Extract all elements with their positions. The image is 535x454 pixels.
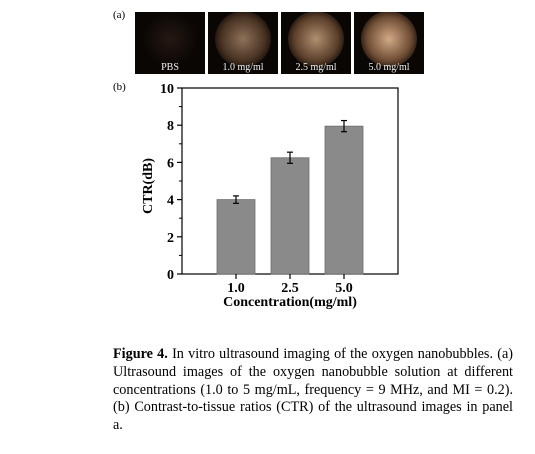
panel-a-label: (a) <box>113 9 126 21</box>
x-axis-title: Concentration(mg/ml) <box>223 295 357 310</box>
ultrasound-image-label: 1.0 mg/ml <box>222 62 264 73</box>
ultrasound-speckle <box>361 12 417 68</box>
caption-text: In vitro ultrasound imaging of the oxyge… <box>113 346 513 434</box>
y-tick-label: 8 <box>167 119 174 134</box>
panel-b-label: (b) <box>113 81 126 93</box>
y-tick-label: 0 <box>167 268 174 283</box>
ultrasound-speckle <box>288 12 344 68</box>
x-axis: 1.0 2.5 5.0 <box>227 274 353 296</box>
bar-1.0 <box>216 199 256 275</box>
figure-caption: Figure 4. In vitro ultrasound imaging of… <box>113 346 513 435</box>
ultrasound-image-1-0: 1.0 mg/ml <box>208 12 278 74</box>
ultrasound-image-label: 2.5 mg/ml <box>295 62 337 73</box>
y-tick-label: 6 <box>167 156 174 171</box>
y-tick-label: 4 <box>167 194 174 209</box>
ultrasound-image-label: 5.0 mg/ml <box>368 62 410 73</box>
x-tick-label: 5.0 <box>335 281 353 296</box>
x-tick-label: 2.5 <box>281 281 299 296</box>
y-tick-label: 10 <box>160 82 174 97</box>
ultrasound-image-2-5: 2.5 mg/ml <box>281 12 351 74</box>
figure-label: Figure 4. <box>113 346 168 362</box>
ctr-bar-chart: 0 2 4 6 8 10 1.0 2.5 5.0 CTR(dB) Concentration(… <box>141 82 399 310</box>
bars <box>216 119 364 275</box>
y-tick-label: 2 <box>167 231 174 246</box>
ultrasound-image-5-0: 5.0 mg/ml <box>354 12 424 74</box>
ultrasound-image-pbs: PBS <box>135 12 205 74</box>
bar-5.0 <box>324 125 364 275</box>
y-axis-title: CTR(dB) <box>141 158 156 214</box>
bar-2.5 <box>270 157 310 275</box>
ultrasound-speckle <box>215 12 271 68</box>
y-axis: 0 2 4 6 8 10 <box>160 82 182 283</box>
x-tick-label: 1.0 <box>227 281 245 296</box>
ultrasound-speckle <box>142 12 198 68</box>
ultrasound-image-label: PBS <box>161 62 179 73</box>
